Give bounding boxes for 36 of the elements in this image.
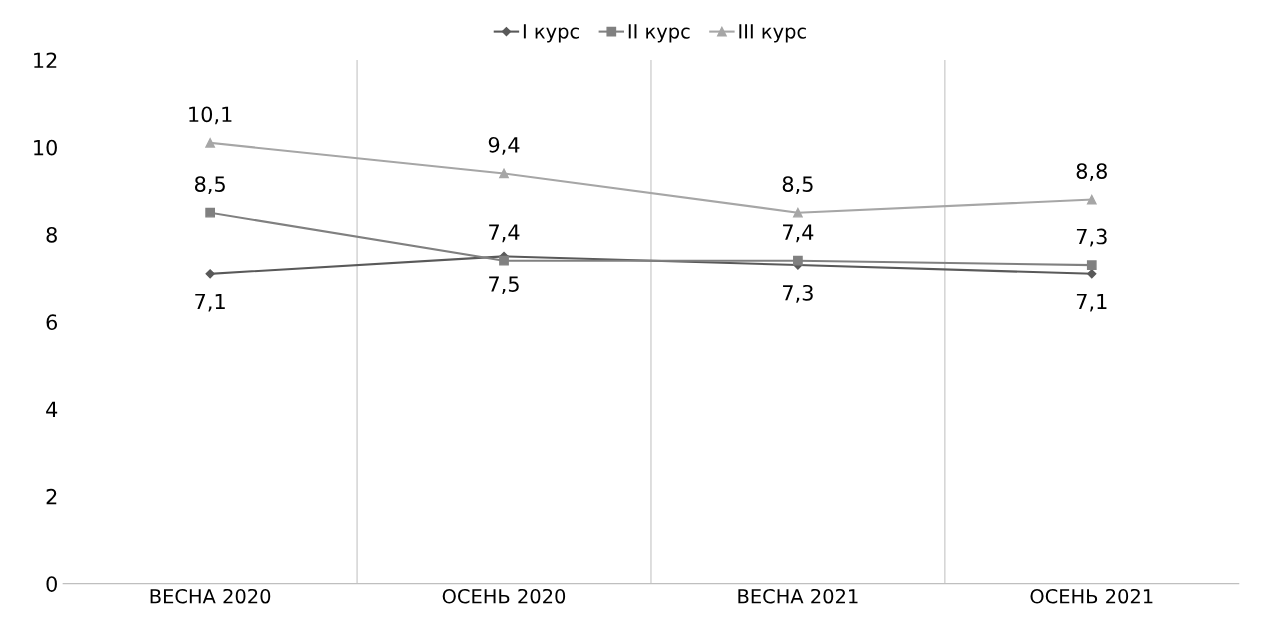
x-tick-label: ВЕСНА 2020 — [150, 588, 271, 604]
point — [793, 207, 803, 218]
legend-label: III курс — [739, 24, 806, 43]
y-tick-label: 4 — [46, 401, 58, 418]
point — [1086, 194, 1097, 205]
point — [205, 269, 215, 279]
point — [205, 138, 216, 148]
point — [1086, 260, 1097, 270]
y-tick-label: 2 — [46, 488, 57, 505]
data-label: 10,1 — [189, 106, 232, 125]
data-label: 7,1 — [195, 293, 225, 312]
data-label: 7,4 — [489, 224, 520, 243]
legend-label: II курс — [628, 24, 690, 43]
legend-label: I курс — [523, 24, 579, 43]
data-label: 7,5 — [489, 276, 519, 295]
point — [499, 255, 509, 266]
point — [499, 168, 509, 179]
x-tick-label: ОСЕНЬ 2020 — [442, 588, 566, 604]
y-tick-label: 6 — [46, 314, 58, 331]
data-label: 8,5 — [782, 176, 813, 195]
data-label: 8,8 — [1076, 163, 1107, 182]
point — [1087, 269, 1097, 279]
data-label: 7,4 — [783, 224, 814, 243]
data-label: 7,1 — [1076, 293, 1107, 312]
x-tick-label: ОСЕНЬ 2021 — [1030, 588, 1153, 604]
y-tick-label: 0 — [46, 576, 57, 592]
y-tick-label: 10 — [34, 139, 57, 156]
point — [205, 207, 216, 218]
x-tick-label: ВЕСНА 2021 — [738, 588, 858, 604]
point — [793, 255, 803, 266]
y-tick-label: 8 — [46, 226, 57, 243]
data-label: 8,5 — [194, 176, 225, 195]
data-label: 9,4 — [488, 136, 520, 155]
data-label: 7,3 — [1076, 228, 1107, 247]
data-label: 7,3 — [783, 284, 813, 303]
y-tick-label: 12 — [34, 52, 57, 68]
